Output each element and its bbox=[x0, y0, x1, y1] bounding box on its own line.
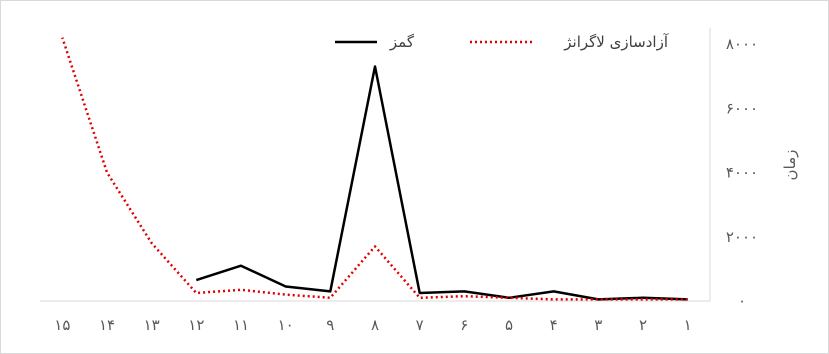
y-tick-label: ۶۰۰۰ bbox=[726, 99, 758, 117]
y-tick-label: ۰ bbox=[738, 292, 746, 310]
axes bbox=[40, 28, 711, 302]
legend-label-1: گمز bbox=[389, 33, 415, 51]
x-tick-label: ۷ bbox=[416, 316, 424, 334]
x-tick-label: ۳ bbox=[594, 316, 602, 334]
x-tick-label: ۶ bbox=[460, 316, 468, 334]
x-tick-label: ۴ bbox=[550, 316, 558, 334]
x-tick-label: ۱۳ bbox=[144, 316, 160, 334]
y-axis-label: زمان bbox=[781, 150, 799, 181]
y-tick-label: ۴۰۰۰ bbox=[726, 164, 758, 182]
x-tick-label: ۸ bbox=[371, 316, 379, 334]
legend-label-2: آزادسازی لاگرانژ bbox=[563, 33, 669, 51]
legend: گمز آزادسازی لاگرانژ bbox=[335, 33, 669, 51]
series-layer bbox=[61, 37, 688, 301]
x-tick-label: ۱۱ bbox=[233, 316, 249, 334]
x-tick-label: ۱۲ bbox=[188, 316, 204, 334]
x-tick-label: ۱۴ bbox=[99, 316, 115, 334]
y-tick-label: ۸۰۰۰ bbox=[726, 35, 758, 53]
x-tick-label: ۱ bbox=[684, 316, 692, 334]
y-tick-label: ۲۰۰۰ bbox=[726, 228, 758, 246]
x-tick-label: ۱۰ bbox=[278, 316, 294, 334]
x-tick-label: ۲ bbox=[639, 316, 647, 334]
x-tick-label: ۱۵ bbox=[54, 316, 70, 334]
x-tick-label: ۵ bbox=[505, 316, 513, 334]
y-tick-labels: ۰ ۲۰۰۰ ۴۰۰۰ ۶۰۰۰ ۸۰۰۰ bbox=[726, 35, 758, 310]
x-tick-label: ۹ bbox=[326, 316, 334, 334]
series-line-2 bbox=[61, 37, 688, 301]
